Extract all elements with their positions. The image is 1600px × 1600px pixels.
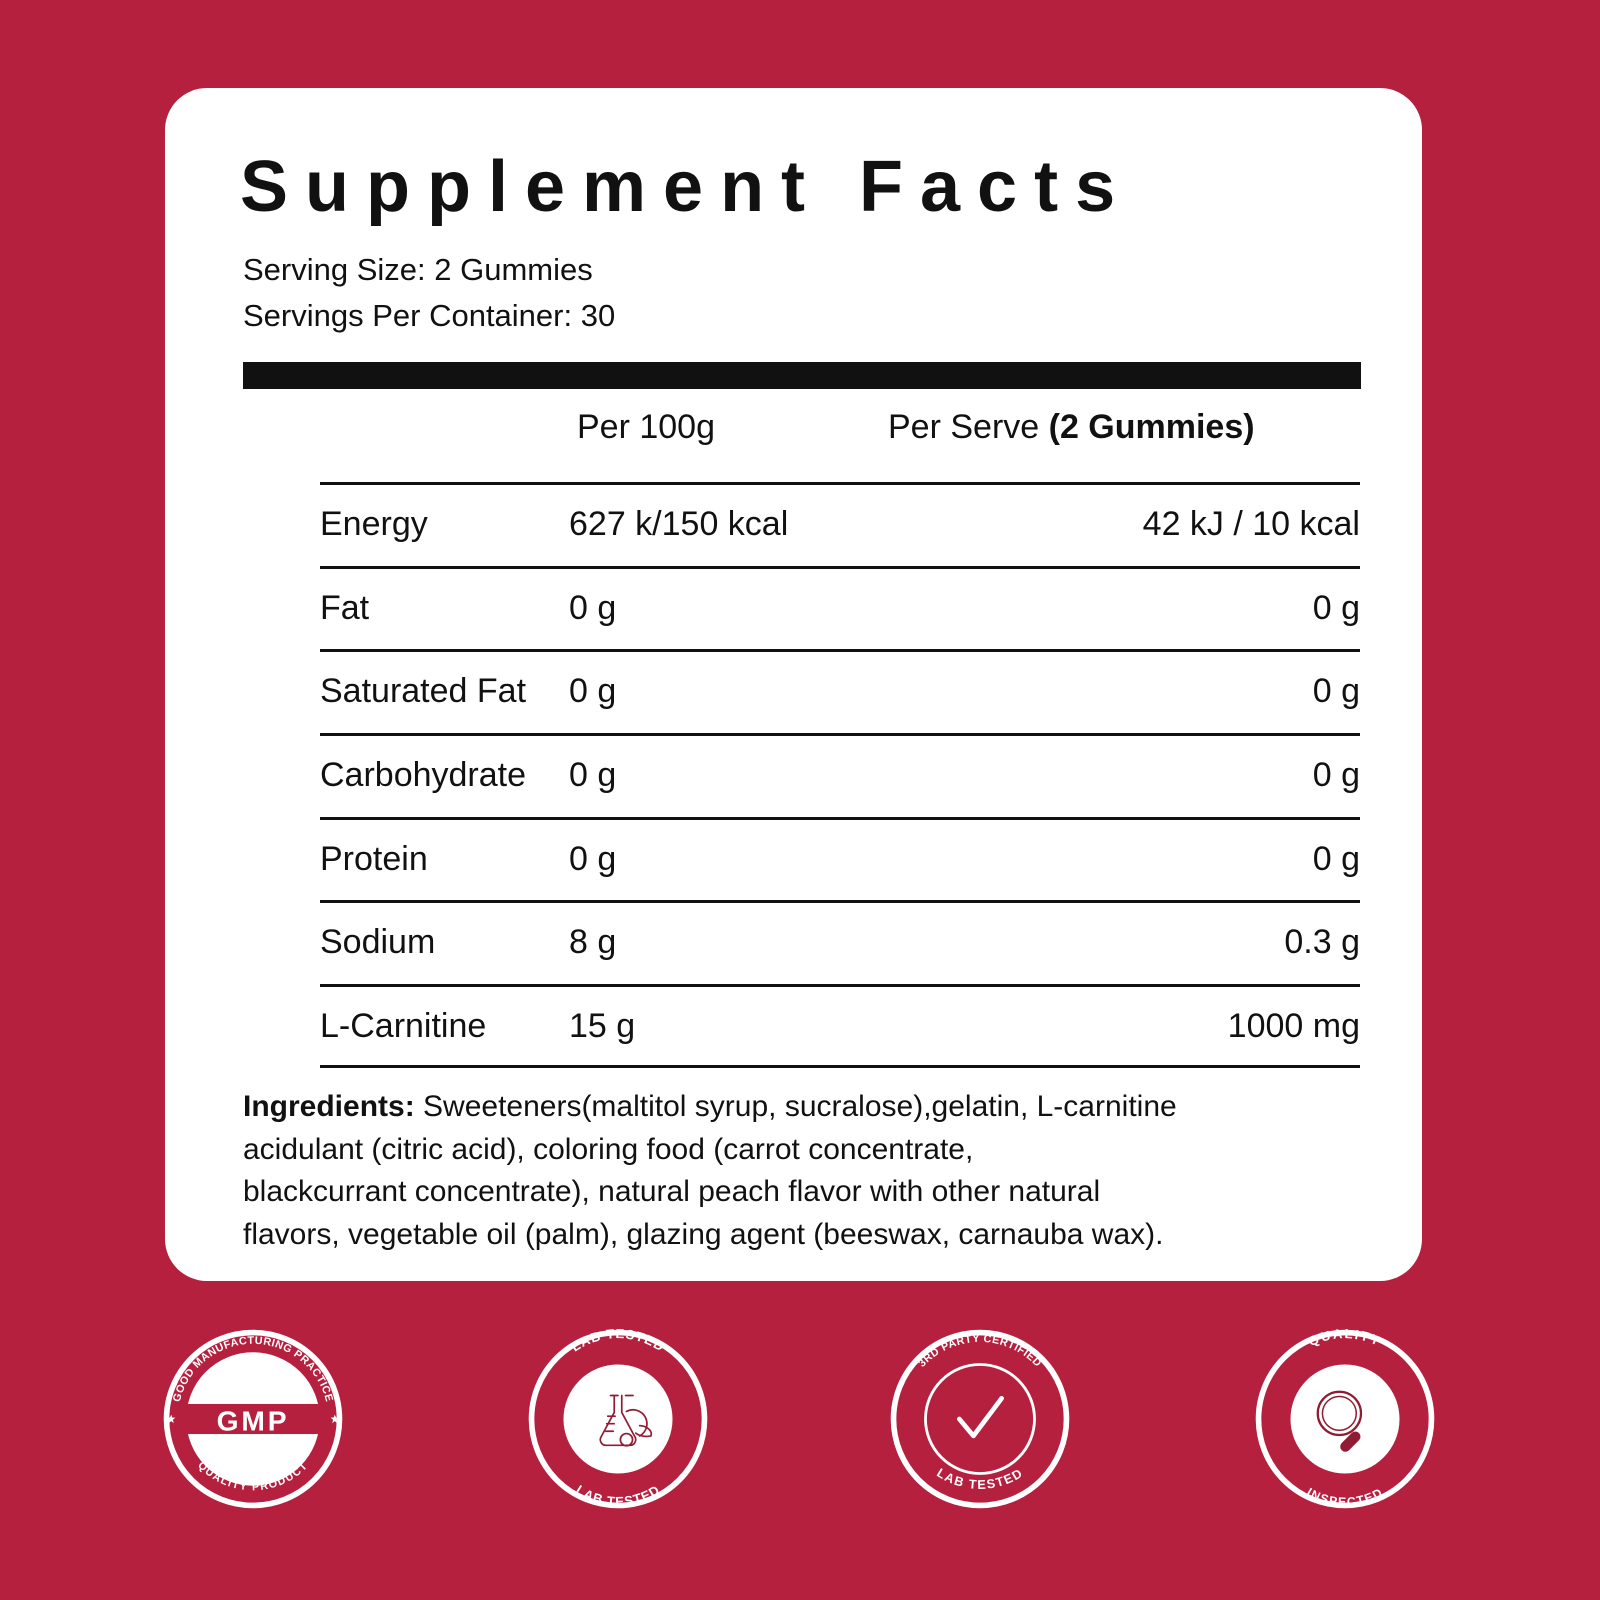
svg-text:LAB TESTED: LAB TESTED [568, 1326, 667, 1355]
svg-text:INSPECTED: INSPECTED [1304, 1485, 1385, 1509]
svg-text:GMP: GMP [217, 1404, 290, 1436]
svg-text:QUALITY: QUALITY [1306, 1326, 1384, 1349]
svg-text:LAB TESTED: LAB TESTED [934, 1466, 1025, 1492]
svg-text:LAB TESTED: LAB TESTED [573, 1482, 663, 1509]
